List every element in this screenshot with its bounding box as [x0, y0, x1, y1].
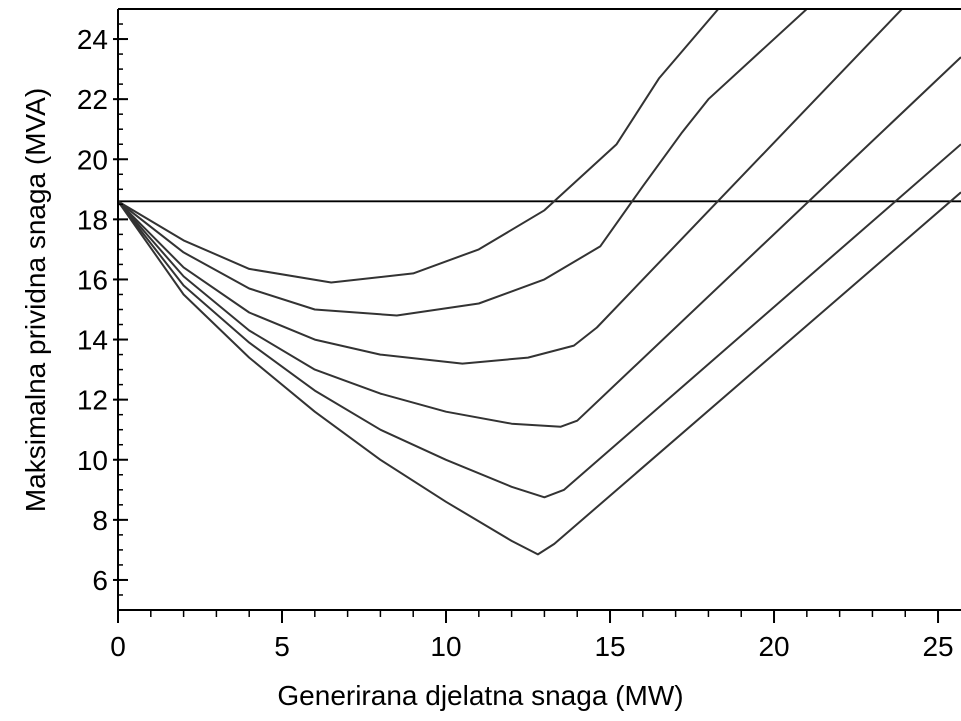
- x-tick-label: 0: [110, 631, 126, 662]
- series-group: [118, 9, 961, 556]
- y-tick-label: 22: [77, 84, 108, 115]
- y-tick-label: 8: [92, 505, 108, 536]
- y-tick-label: 14: [77, 325, 108, 356]
- series-line-5: [118, 143, 961, 499]
- y-tick-label: 18: [77, 204, 108, 235]
- y-tick-label: 12: [77, 385, 108, 416]
- series-line-3: [118, 9, 903, 365]
- series-line-2: [118, 9, 808, 317]
- y-tick-label: 16: [77, 264, 108, 295]
- y-tick-label: 20: [77, 144, 108, 175]
- series-line-6: [118, 191, 961, 556]
- series-line-1: [118, 9, 720, 284]
- x-tick-label: 5: [274, 631, 290, 662]
- x-tick-label: 20: [758, 631, 789, 662]
- axes: 6 8 10 12 14 16 18 20 22 24 0 5 10 15 20 25: [77, 8, 961, 662]
- x-tick-label: 15: [594, 631, 625, 662]
- y-tick-label: 24: [77, 24, 108, 55]
- series-line-4: [118, 56, 961, 428]
- y-axis-label: Maksimalna prividna snaga (MVA): [20, 87, 51, 513]
- y-tick-label: 10: [77, 445, 108, 476]
- x-tick-label: 10: [430, 631, 461, 662]
- y-tick-label: 6: [92, 565, 108, 596]
- x-tick-label: 25: [922, 631, 953, 662]
- x-axis-label: Generirana djelatna snaga (MW): [277, 680, 684, 711]
